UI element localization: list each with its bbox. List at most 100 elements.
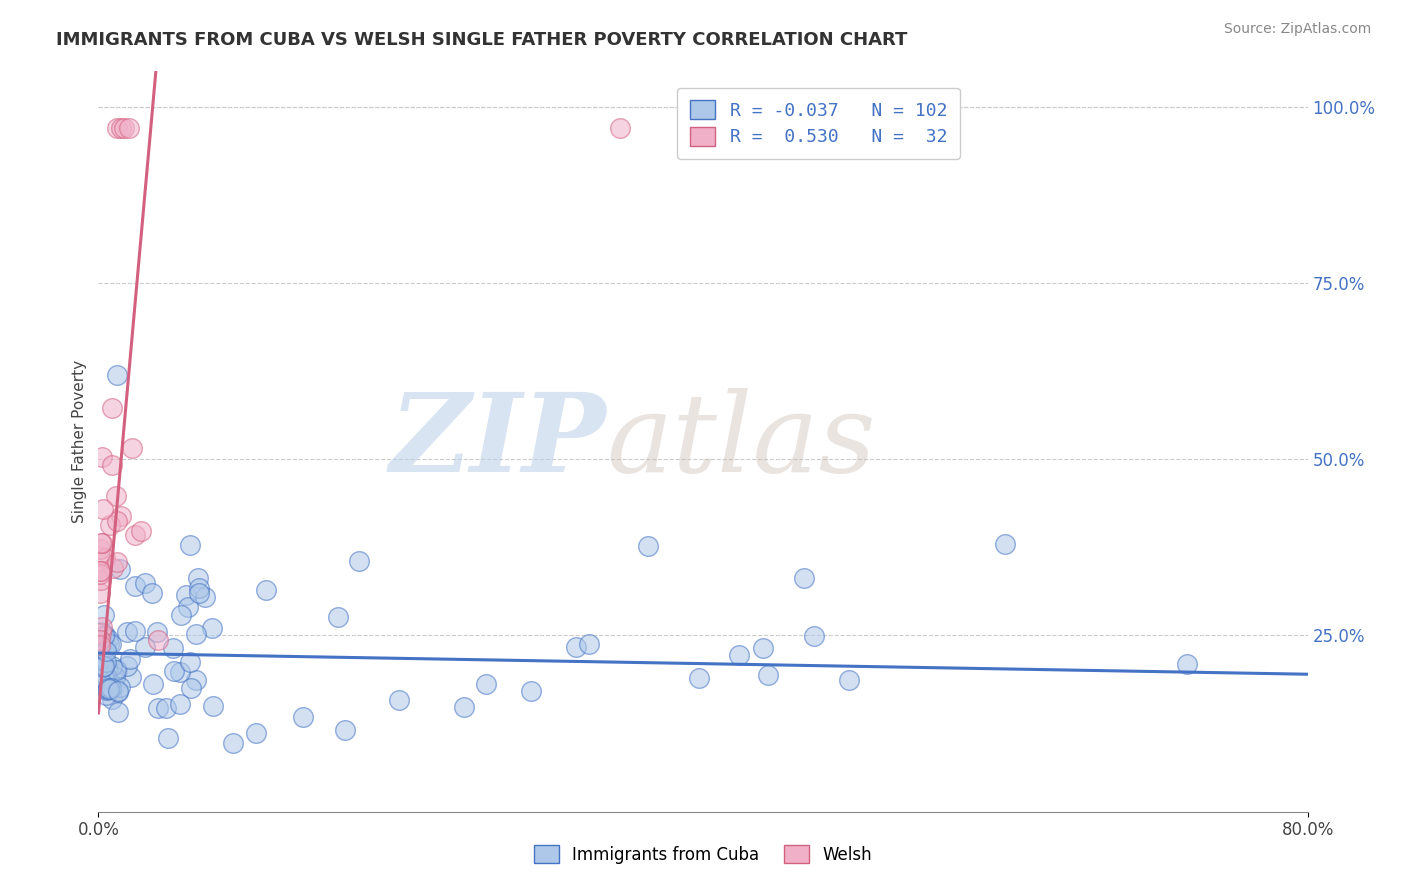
Point xyxy=(105,555,128,569)
Point xyxy=(91,655,114,669)
Point xyxy=(1175,657,1198,671)
Point xyxy=(107,685,129,699)
Point xyxy=(120,670,142,684)
Point xyxy=(756,668,779,682)
Point xyxy=(101,659,124,673)
Point xyxy=(89,541,111,556)
Point xyxy=(104,489,127,503)
Point xyxy=(96,682,118,697)
Legend: R = -0.037   N = 102, R =  0.530   N =  32: R = -0.037 N = 102, R = 0.530 N = 32 xyxy=(678,87,960,159)
Point xyxy=(103,560,125,574)
Point xyxy=(94,628,117,642)
Point xyxy=(90,535,112,549)
Point xyxy=(162,640,184,655)
Point xyxy=(89,586,111,600)
Point xyxy=(141,586,163,600)
Point xyxy=(124,579,146,593)
Point xyxy=(101,401,124,415)
Point xyxy=(131,524,153,538)
Point xyxy=(101,458,124,472)
Point xyxy=(994,537,1017,551)
Point xyxy=(793,571,815,585)
Point xyxy=(803,629,825,643)
Point xyxy=(475,676,498,690)
Point xyxy=(89,647,111,661)
Point xyxy=(169,697,191,711)
Point xyxy=(101,691,124,706)
Point xyxy=(90,564,112,578)
Point xyxy=(107,684,129,698)
Point xyxy=(118,120,141,135)
Point xyxy=(179,538,201,552)
Point xyxy=(564,640,586,654)
Point xyxy=(117,624,139,639)
Point xyxy=(96,682,118,697)
Point xyxy=(752,640,775,655)
Point xyxy=(578,637,600,651)
Point xyxy=(254,582,277,597)
Point xyxy=(688,671,710,685)
Point xyxy=(89,650,111,665)
Point xyxy=(97,662,120,676)
Point xyxy=(93,629,115,643)
Point xyxy=(117,658,139,673)
Point xyxy=(94,644,117,658)
Text: IMMIGRANTS FROM CUBA VS WELSH SINGLE FATHER POVERTY CORRELATION CHART: IMMIGRANTS FROM CUBA VS WELSH SINGLE FAT… xyxy=(56,31,908,49)
Point xyxy=(91,450,114,464)
Point xyxy=(107,705,129,719)
Point xyxy=(169,665,191,680)
Point xyxy=(91,660,114,674)
Point xyxy=(453,700,475,714)
Point xyxy=(97,637,120,651)
Point xyxy=(179,655,201,669)
Text: atlas: atlas xyxy=(606,388,876,495)
Point xyxy=(105,663,128,677)
Point xyxy=(91,502,114,516)
Point xyxy=(100,637,122,651)
Point xyxy=(93,671,115,685)
Text: Source: ZipAtlas.com: Source: ZipAtlas.com xyxy=(1223,22,1371,37)
Point xyxy=(328,610,350,624)
Point xyxy=(94,688,117,702)
Point xyxy=(89,564,111,578)
Point xyxy=(90,657,112,672)
Point xyxy=(292,710,315,724)
Point xyxy=(93,667,115,681)
Point xyxy=(97,632,120,646)
Point xyxy=(89,655,111,669)
Point xyxy=(105,120,128,135)
Point xyxy=(146,624,169,639)
Point xyxy=(110,680,132,694)
Point xyxy=(90,625,112,640)
Point xyxy=(609,120,631,135)
Point xyxy=(222,737,245,751)
Point xyxy=(100,681,122,695)
Point xyxy=(110,120,132,135)
Legend: Immigrants from Cuba, Welsh: Immigrants from Cuba, Welsh xyxy=(527,838,879,871)
Point xyxy=(838,673,860,687)
Point xyxy=(134,640,156,654)
Point xyxy=(184,673,207,687)
Point xyxy=(112,120,135,135)
Point xyxy=(201,621,224,635)
Point xyxy=(90,644,112,658)
Point xyxy=(91,642,114,657)
Point xyxy=(98,681,121,696)
Point xyxy=(121,441,143,455)
Point xyxy=(134,576,156,591)
Point xyxy=(187,571,209,585)
Point xyxy=(105,514,128,528)
Point xyxy=(89,632,111,647)
Point xyxy=(105,368,128,382)
Point xyxy=(98,675,121,690)
Point xyxy=(103,679,125,693)
Point xyxy=(728,648,751,662)
Point xyxy=(93,607,115,622)
Point xyxy=(155,700,177,714)
Point xyxy=(104,670,127,684)
Point xyxy=(96,662,118,676)
Point xyxy=(142,677,165,691)
Point xyxy=(637,539,659,553)
Point xyxy=(245,726,267,740)
Point xyxy=(90,620,112,634)
